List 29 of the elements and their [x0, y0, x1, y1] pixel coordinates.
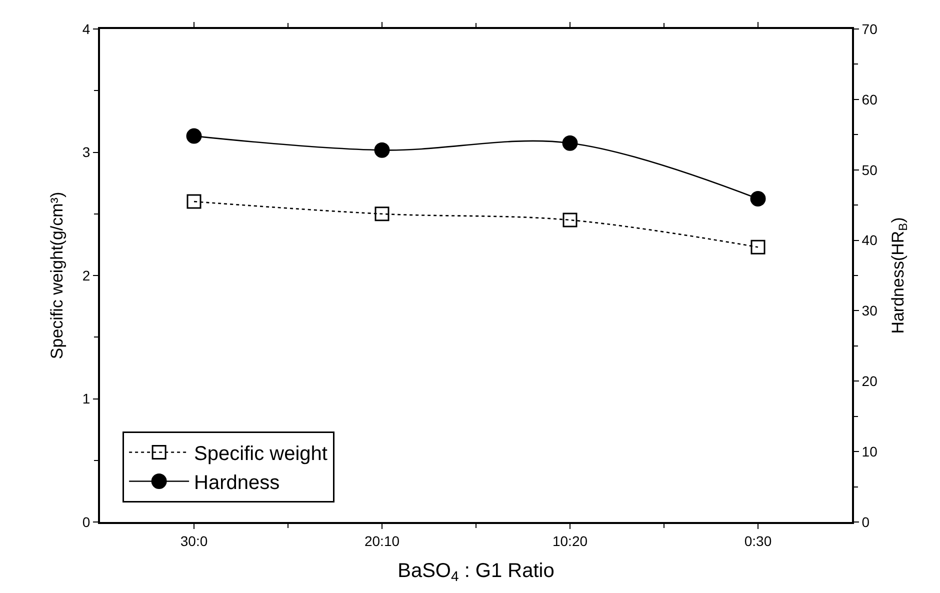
y2-tick-label: 70 [862, 20, 878, 37]
y-axis-title: Specific weight(g/cm³) [47, 192, 66, 360]
point [562, 212, 578, 228]
x-tick-label: 20:10 [364, 532, 400, 549]
point [186, 194, 202, 209]
y-tick-label: 4 [82, 20, 90, 37]
point [374, 142, 390, 158]
y-tick-label: 2 [82, 267, 90, 284]
point [750, 240, 766, 254]
x-tick-label: 10:20 [552, 532, 588, 549]
y2-tick-label: 60 [862, 91, 878, 108]
x-tick-label: 0:30 [744, 532, 772, 549]
y2-tick-label: 0 [862, 514, 870, 530]
y2-tick-label: 20 [862, 373, 878, 390]
x-axis-title: BaSO$_{4}$ : G1 Ratio [398, 560, 554, 584]
point [750, 190, 766, 206]
y2-tick-label: 40 [862, 232, 878, 248]
legend-label: Specific weight [194, 443, 328, 466]
legend-label: Hardness [194, 472, 280, 494]
y-tick-label: 0 [82, 514, 90, 530]
y-tick-label: 1 [82, 390, 90, 407]
point [186, 128, 202, 144]
y2-tick-label: 10 [862, 443, 878, 460]
y2-tick-label: 50 [862, 162, 878, 178]
x-tick-label: 30:0 [180, 532, 208, 549]
point [562, 135, 578, 151]
point [374, 206, 390, 222]
y2-tick-label: 30 [862, 302, 878, 319]
y-tick-label: 3 [82, 144, 90, 160]
